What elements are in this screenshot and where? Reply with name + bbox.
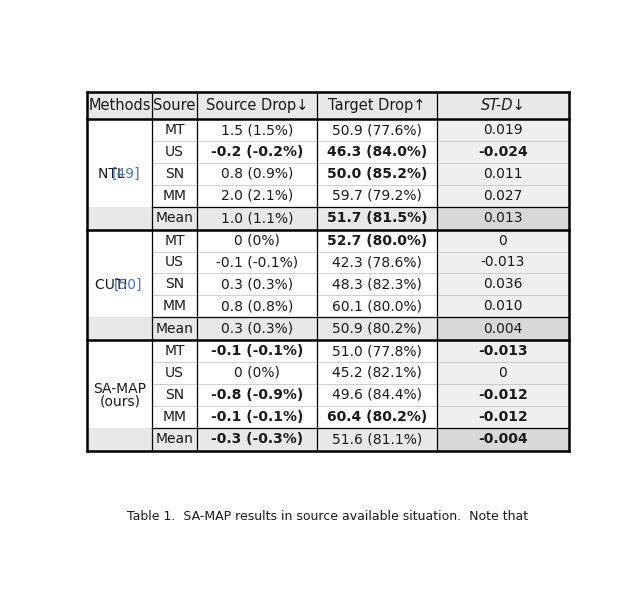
Text: MM: MM — [163, 299, 186, 313]
Text: Mean: Mean — [156, 211, 193, 225]
Text: 0 (0%): 0 (0%) — [234, 234, 280, 247]
Text: 45.2 (82.1%): 45.2 (82.1%) — [332, 366, 422, 380]
Text: 48.3 (82.3%): 48.3 (82.3%) — [332, 278, 422, 291]
Text: 60.4 (80.2%): 60.4 (80.2%) — [327, 410, 427, 424]
Bar — [437, 317, 568, 340]
Text: Mean: Mean — [156, 321, 193, 336]
Text: -0.3 (-0.3%): -0.3 (-0.3%) — [211, 432, 303, 446]
Bar — [437, 251, 568, 273]
Text: 52.7 (80.0%): 52.7 (80.0%) — [327, 234, 427, 247]
Text: -0.1 (-0.1%): -0.1 (-0.1%) — [211, 410, 303, 424]
Text: 51.7 (81.5%): 51.7 (81.5%) — [327, 211, 428, 225]
Text: -0.024: -0.024 — [478, 145, 528, 159]
Bar — [88, 92, 568, 119]
Text: 0.8 (0.8%): 0.8 (0.8%) — [221, 299, 293, 313]
Bar — [437, 340, 568, 362]
Bar — [437, 207, 568, 229]
Text: SA-MAP: SA-MAP — [93, 382, 147, 396]
Text: -0.012: -0.012 — [478, 388, 528, 402]
Text: 49.6 (84.4%): 49.6 (84.4%) — [332, 388, 422, 402]
Bar — [437, 185, 568, 207]
Text: 2.0 (2.1%): 2.0 (2.1%) — [221, 189, 293, 203]
Text: -0.013: -0.013 — [481, 256, 525, 269]
Text: 0.3 (0.3%): 0.3 (0.3%) — [221, 321, 293, 336]
Text: 0.019: 0.019 — [483, 123, 523, 137]
Text: 0 (0%): 0 (0%) — [234, 366, 280, 380]
Text: (ours): (ours) — [99, 394, 140, 409]
Bar — [88, 207, 568, 229]
Text: -0.1 (-0.1%): -0.1 (-0.1%) — [211, 344, 303, 358]
Bar — [437, 428, 568, 451]
Text: 1.0 (1.1%): 1.0 (1.1%) — [221, 211, 293, 225]
Bar — [88, 317, 568, 340]
Text: -0.012: -0.012 — [478, 410, 528, 424]
Text: 50.0 (85.2%): 50.0 (85.2%) — [327, 167, 428, 181]
Text: MT: MT — [164, 344, 185, 358]
Bar — [437, 141, 568, 163]
Text: 0.027: 0.027 — [483, 189, 523, 203]
Text: MM: MM — [163, 410, 186, 424]
Text: -0.2 (-0.2%): -0.2 (-0.2%) — [211, 145, 303, 159]
Text: Soure: Soure — [154, 98, 196, 113]
Text: SN: SN — [165, 278, 184, 291]
Bar — [437, 119, 568, 141]
Bar — [437, 229, 568, 251]
Text: MT: MT — [164, 234, 185, 247]
Text: -0.8 (-0.9%): -0.8 (-0.9%) — [211, 388, 303, 402]
Text: SN: SN — [165, 167, 184, 181]
Text: 0: 0 — [499, 366, 508, 380]
Text: -0.1 (-0.1%): -0.1 (-0.1%) — [216, 256, 298, 269]
Text: -0.004: -0.004 — [478, 432, 528, 446]
Bar — [437, 273, 568, 295]
Text: SN: SN — [165, 388, 184, 402]
Text: 0.010: 0.010 — [483, 299, 523, 313]
Text: Methods: Methods — [89, 98, 151, 113]
Text: Mean: Mean — [156, 432, 193, 446]
Text: Source Drop↓: Source Drop↓ — [205, 98, 308, 113]
Text: Target Drop↑: Target Drop↑ — [328, 98, 426, 113]
Text: 42.3 (78.6%): 42.3 (78.6%) — [332, 256, 422, 269]
Bar — [437, 406, 568, 428]
Text: US: US — [165, 145, 184, 159]
Text: NTL: NTL — [99, 167, 129, 181]
Bar — [437, 295, 568, 317]
Text: 1.5 (1.5%): 1.5 (1.5%) — [221, 123, 293, 137]
Text: 50.9 (77.6%): 50.9 (77.6%) — [332, 123, 422, 137]
Text: [49]: [49] — [112, 167, 140, 181]
Text: 0: 0 — [499, 234, 508, 247]
Text: 51.6 (81.1%): 51.6 (81.1%) — [332, 432, 422, 446]
Text: 50.9 (80.2%): 50.9 (80.2%) — [332, 321, 422, 336]
Text: 51.0 (77.8%): 51.0 (77.8%) — [332, 344, 422, 358]
Text: 60.1 (80.0%): 60.1 (80.0%) — [332, 299, 422, 313]
Text: 0.8 (0.9%): 0.8 (0.9%) — [221, 167, 293, 181]
Text: -0.013: -0.013 — [478, 344, 528, 358]
Text: MM: MM — [163, 189, 186, 203]
Text: 46.3 (84.0%): 46.3 (84.0%) — [327, 145, 427, 159]
Bar — [88, 428, 568, 451]
Text: US: US — [165, 366, 184, 380]
Text: 0.3 (0.3%): 0.3 (0.3%) — [221, 278, 293, 291]
Text: 0.011: 0.011 — [483, 167, 523, 181]
Text: 0.013: 0.013 — [483, 211, 523, 225]
Bar — [437, 163, 568, 185]
Bar — [437, 362, 568, 384]
Text: 0.036: 0.036 — [483, 278, 523, 291]
Text: 0.004: 0.004 — [483, 321, 523, 336]
Text: [50]: [50] — [113, 278, 142, 292]
Bar — [437, 384, 568, 406]
Text: MT: MT — [164, 123, 185, 137]
Text: US: US — [165, 256, 184, 269]
Text: Table 1.  SA-MAP results in source available situation.  Note that: Table 1. SA-MAP results in source availa… — [127, 510, 529, 523]
Text: 59.7 (79.2%): 59.7 (79.2%) — [332, 189, 422, 203]
Text: CUTI: CUTI — [95, 278, 132, 292]
Text: ST-D↓: ST-D↓ — [481, 98, 525, 113]
